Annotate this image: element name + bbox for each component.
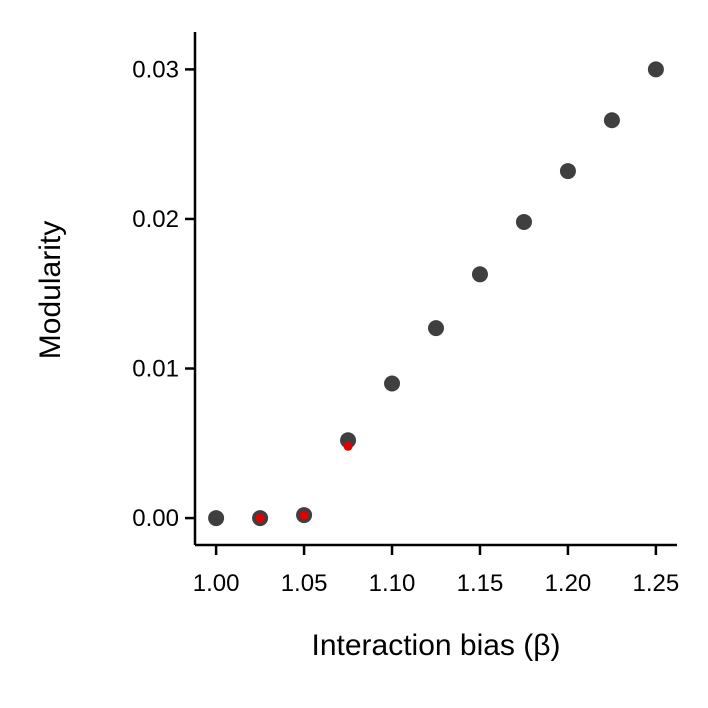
data-point — [603, 112, 620, 129]
data-point — [647, 61, 664, 78]
y-ticks: 0.00 0.01 0.02 0.03 — [132, 56, 195, 532]
y-axis-title: Modularity — [34, 221, 67, 359]
data-point — [428, 320, 444, 337]
data-point — [384, 375, 401, 392]
x-ticks: 1.00 1.05 1.10 1.15 1.20 1.25 — [193, 545, 679, 597]
axes — [193, 32, 677, 547]
data-point — [471, 266, 488, 283]
x-tick-label: 1.15 — [457, 570, 504, 597]
y-tick-label: 0.01 — [132, 356, 179, 383]
x-axis-title: Interaction bias (β) — [311, 629, 560, 662]
x-tick-label: 1.10 — [369, 570, 416, 597]
data-point — [208, 510, 225, 527]
x-tick-label: 1.20 — [545, 570, 592, 597]
x-tick-label: 1.25 — [633, 570, 680, 597]
data-points — [208, 61, 664, 527]
data-point — [559, 163, 576, 180]
data-point — [515, 213, 532, 230]
data-point — [255, 513, 265, 523]
data-point — [343, 441, 353, 451]
y-tick-label: 0.03 — [132, 56, 179, 83]
y-tick-label: 0.02 — [132, 206, 179, 233]
x-tick-label: 1.05 — [281, 570, 328, 597]
y-tick-label: 0.00 — [132, 505, 179, 532]
x-tick-label: 1.00 — [193, 570, 240, 597]
data-point — [299, 510, 309, 520]
